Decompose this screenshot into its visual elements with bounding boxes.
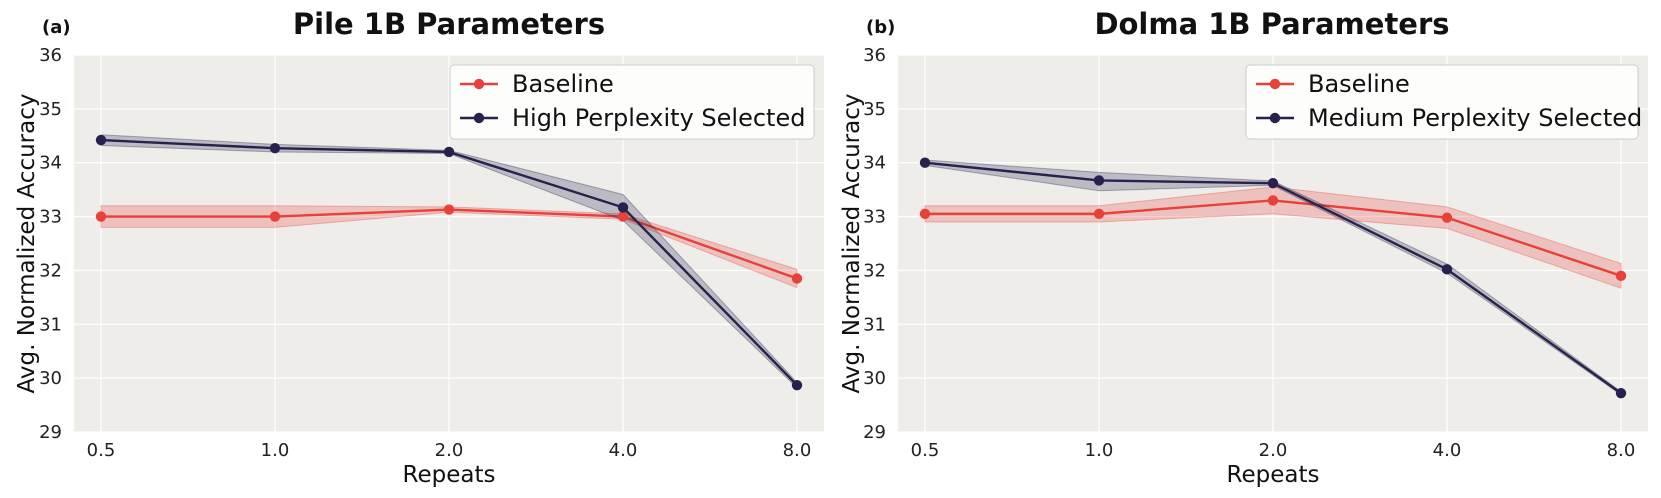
y-tick-label: 35	[863, 99, 886, 120]
chart-panel-1: 29 30 31 32 33 34 35 36 0.5 1.0 2.0 4.0 8.0 Pile 1B P…	[14, 7, 824, 488]
x-tick-label: 4.0	[1433, 440, 1462, 461]
data-point	[1267, 195, 1279, 206]
chart-title: Dolma 1B Parameters	[1094, 7, 1449, 41]
data-point	[791, 273, 803, 284]
legend-box	[449, 64, 815, 140]
x-tick-label: 1.0	[261, 440, 290, 461]
legend-entry: Baseline	[1308, 70, 1410, 98]
data-point	[269, 142, 281, 154]
panel-label: (b)	[866, 17, 895, 38]
legend-box	[1245, 64, 1639, 140]
x-axis-label: Repeats	[403, 462, 496, 488]
x-tick-label: 0.5	[87, 440, 116, 461]
data-point	[919, 208, 931, 220]
chart-title: Pile 1B Parameters	[293, 7, 605, 41]
legend: Baseline High Perplexity Selected	[449, 64, 815, 140]
y-tick-label: 36	[863, 45, 886, 66]
legend-entry: High Perplexity Selected	[512, 104, 805, 132]
y-tick-label: 30	[39, 368, 62, 389]
x-tick-label: 1.0	[1085, 440, 1114, 461]
legend-swatch-marker	[1269, 78, 1281, 90]
confidence-band	[100, 205, 798, 289]
y-axis-label: Avg. Normalized Accuracy	[839, 94, 865, 394]
y-tick-label: 31	[863, 314, 886, 335]
data-point	[1441, 212, 1453, 223]
chart-panel-2: 29 30 31 32 33 34 35 36 0.5 1.0 2.0 4.0 8.0 Dolma 1B …	[839, 7, 1648, 488]
y-tick-label: 30	[863, 368, 886, 389]
legend-entry: Baseline	[512, 70, 614, 98]
data-point	[1615, 270, 1627, 282]
data-point	[1093, 175, 1105, 186]
data-point	[269, 211, 281, 222]
data-point	[617, 202, 629, 213]
y-tick-label: 34	[863, 153, 886, 174]
x-tick-label: 4.0	[609, 440, 638, 461]
panel-label: (a)	[42, 17, 71, 38]
y-tick-label: 33	[863, 207, 886, 228]
y-tick-label: 29	[39, 422, 62, 443]
y-tick-label: 36	[39, 45, 62, 66]
x-tick-label: 2.0	[435, 440, 464, 461]
y-tick-label: 35	[39, 99, 62, 120]
data-point	[95, 134, 107, 146]
data-point	[1267, 177, 1279, 189]
data-point	[791, 379, 803, 391]
data-point	[1441, 264, 1453, 275]
y-tick-label: 34	[39, 153, 62, 174]
data-point	[1093, 208, 1105, 220]
data-point	[95, 211, 107, 222]
legend-swatch-marker	[473, 112, 485, 124]
legend-swatch-marker	[1269, 112, 1281, 124]
data-point	[443, 146, 455, 158]
y-tick-label: 31	[39, 314, 62, 335]
data-point	[919, 157, 931, 168]
data-point	[1615, 388, 1627, 399]
y-tick-label: 33	[39, 207, 62, 228]
y-axis-label: Avg. Normalized Accuracy	[14, 94, 40, 394]
x-tick-label: 0.5	[911, 440, 940, 461]
x-tick-label: 8.0	[783, 440, 812, 461]
data-point	[617, 211, 629, 222]
x-axis-label: Repeats	[1227, 462, 1320, 488]
y-tick-label: 32	[39, 260, 62, 281]
x-tick-label: 8.0	[1607, 440, 1636, 461]
y-tick-label: 32	[863, 260, 886, 281]
legend-swatch-marker	[473, 78, 485, 90]
x-tick-label: 2.0	[1259, 440, 1288, 461]
y-tick-label: 29	[863, 422, 886, 443]
data-point	[443, 204, 455, 215]
legend-entry: Medium Perplexity Selected	[1308, 104, 1642, 132]
legend: Baseline Medium Perplexity Selected	[1245, 64, 1642, 140]
